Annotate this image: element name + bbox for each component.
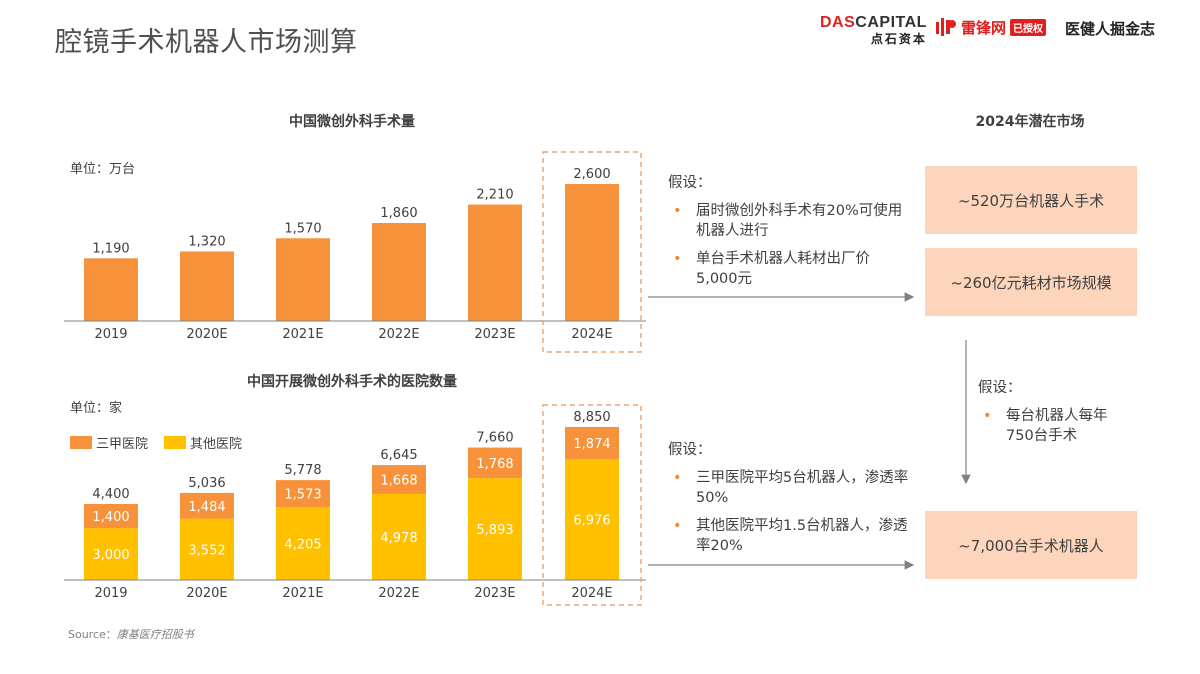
- highlight-box: [542, 151, 642, 353]
- legend-label-tier3: 三甲医院: [96, 437, 149, 452]
- bar-tier3-label: 1,573: [284, 488, 321, 503]
- bar-other-label: 6,976: [573, 514, 610, 529]
- leifeng-mark-icon: [936, 18, 956, 36]
- legend-item-tier3: 三甲医院: [70, 433, 148, 452]
- assumption-market-item: 每台机器人每年750台手术: [978, 406, 1128, 446]
- bar-tier3: [468, 447, 522, 479]
- bar-tier3: [565, 427, 619, 460]
- highlight-box: [542, 404, 642, 606]
- market-box-consumables: ~260亿元耗材市场规模: [925, 248, 1137, 316]
- bar-other: [84, 528, 138, 580]
- x-tick-label: 2023E: [474, 586, 515, 601]
- x-tick-label: 2024E: [571, 586, 612, 601]
- bar-total-label: 5,036: [188, 476, 225, 491]
- bar: [565, 184, 619, 321]
- chart1-title: 中国微创外科手术量: [289, 114, 415, 130]
- bar: [180, 251, 234, 321]
- x-tick-label: 2022E: [378, 327, 419, 342]
- assumptions-top: 假设： 届时微创外科手术有20%可使用机器人进行 单台手术机器人耗材出厂价5,0…: [668, 173, 908, 297]
- bar-total-label: 4,400: [92, 487, 129, 502]
- bar-other-label: 5,893: [476, 523, 513, 538]
- market-title: 2024年潜在市场: [975, 114, 1085, 130]
- das-capital-logo-text: DASCAPITAL: [820, 14, 927, 31]
- bar: [276, 238, 330, 321]
- bar-other-label: 3,000: [92, 548, 129, 563]
- bar: [372, 222, 426, 321]
- leifeng-logo: 雷锋网 已授权: [935, 16, 1047, 38]
- bar-other-label: 4,205: [284, 538, 321, 553]
- x-tick-label: 2022E: [378, 586, 419, 601]
- legend-swatch-tier3: [70, 436, 92, 449]
- bar-tier3: [276, 480, 330, 508]
- x-tick-label: 2021E: [282, 327, 323, 342]
- bar-other: [468, 478, 522, 580]
- assumptions-market: 假设： 每台机器人每年750台手术: [978, 378, 1128, 454]
- x-tick-label: 2021E: [282, 586, 323, 601]
- assumption-top-item: 届时微创外科手术有20%可使用机器人进行: [668, 201, 908, 241]
- chart2-legend: 三甲医院 其他医院: [70, 433, 242, 452]
- assumptions-bottom-heading: 假设：: [668, 442, 712, 458]
- chart2-unit: 单位：家: [70, 401, 123, 416]
- market-box-robots: ~7,000台手术机器人: [925, 511, 1137, 579]
- bar-tier3-label: 1,400: [92, 510, 129, 525]
- bar-total-label: 5,778: [284, 463, 321, 478]
- source-note: Source：康基医疗招股书: [68, 626, 194, 642]
- x-tick-label: 2019: [94, 327, 127, 342]
- assumption-bottom-item: 三甲医院平均5台机器人，渗透率50%: [668, 468, 913, 508]
- bar-tier3-label: 1,484: [188, 500, 225, 515]
- x-tick-label: 2020E: [186, 586, 227, 601]
- bar-value-label: 1,860: [380, 206, 417, 221]
- leifeng-logo-badge: 已授权: [1010, 18, 1047, 36]
- bar-tier3: [372, 465, 426, 494]
- bar-value-label: 2,600: [573, 167, 610, 182]
- x-tick-label: 2023E: [474, 327, 515, 342]
- bar-tier3-label: 1,874: [573, 437, 610, 452]
- das-capital-logo-cn: 点石资本: [870, 32, 927, 46]
- bar-tier3-label: 1,668: [380, 474, 417, 489]
- chart1-unit: 单位：万台: [70, 162, 136, 177]
- page-title: 腔镜手术机器人市场测算: [55, 27, 358, 58]
- market-box-robot-surgeries: ~520万台机器人手术: [925, 166, 1137, 234]
- source-value: 康基医疗招股书: [116, 628, 194, 641]
- bar-other: [276, 507, 330, 580]
- bar-value-label: 2,210: [476, 188, 513, 203]
- bar-tier3: [84, 503, 138, 529]
- assumption-bottom-item: 其他医院平均1.5台机器人，渗透率20%: [668, 516, 913, 556]
- source-label: Source：: [68, 628, 117, 641]
- bar-value-label: 1,320: [188, 234, 225, 249]
- bar-total-label: 7,660: [476, 431, 513, 446]
- vcbeat-logo: 医健人掘金志: [1065, 20, 1156, 38]
- bar-other: [180, 518, 234, 580]
- bar-value-label: 1,570: [284, 221, 321, 236]
- bar-tier3-label: 1,768: [476, 457, 513, 472]
- legend-swatch-other: [164, 436, 187, 449]
- bar-tier3: [180, 492, 234, 519]
- x-tick-label: 2024E: [571, 327, 612, 342]
- bar: [84, 258, 138, 321]
- x-tick-label: 2019: [94, 586, 127, 601]
- legend-label-other: 其他医院: [190, 437, 243, 452]
- assumptions-bottom: 假设： 三甲医院平均5台机器人，渗透率50% 其他医院平均1.5台机器人，渗透率…: [668, 440, 913, 564]
- chart2-title: 中国开展微创外科手术的医院数量: [247, 374, 457, 390]
- leifeng-logo-text: 雷锋网: [961, 18, 1007, 37]
- bar-value-label: 1,190: [92, 241, 129, 256]
- bar-total-label: 6,645: [380, 448, 417, 463]
- assumption-top-item: 单台手术机器人耗材出厂价5,000元: [668, 249, 908, 289]
- legend-item-other: 其他医院: [164, 433, 242, 452]
- assumptions-top-heading: 假设：: [668, 175, 712, 191]
- bar-other: [372, 493, 426, 580]
- assumptions-market-heading: 假设：: [978, 380, 1022, 396]
- bar-total-label: 8,850: [573, 410, 610, 425]
- x-tick-label: 2020E: [186, 327, 227, 342]
- bar-other-label: 4,978: [380, 531, 417, 546]
- bar-other-label: 3,552: [188, 543, 225, 558]
- das-capital-logo: DASCAPITAL 点石资本: [820, 14, 927, 47]
- bar-other: [565, 459, 619, 580]
- bar: [468, 204, 522, 321]
